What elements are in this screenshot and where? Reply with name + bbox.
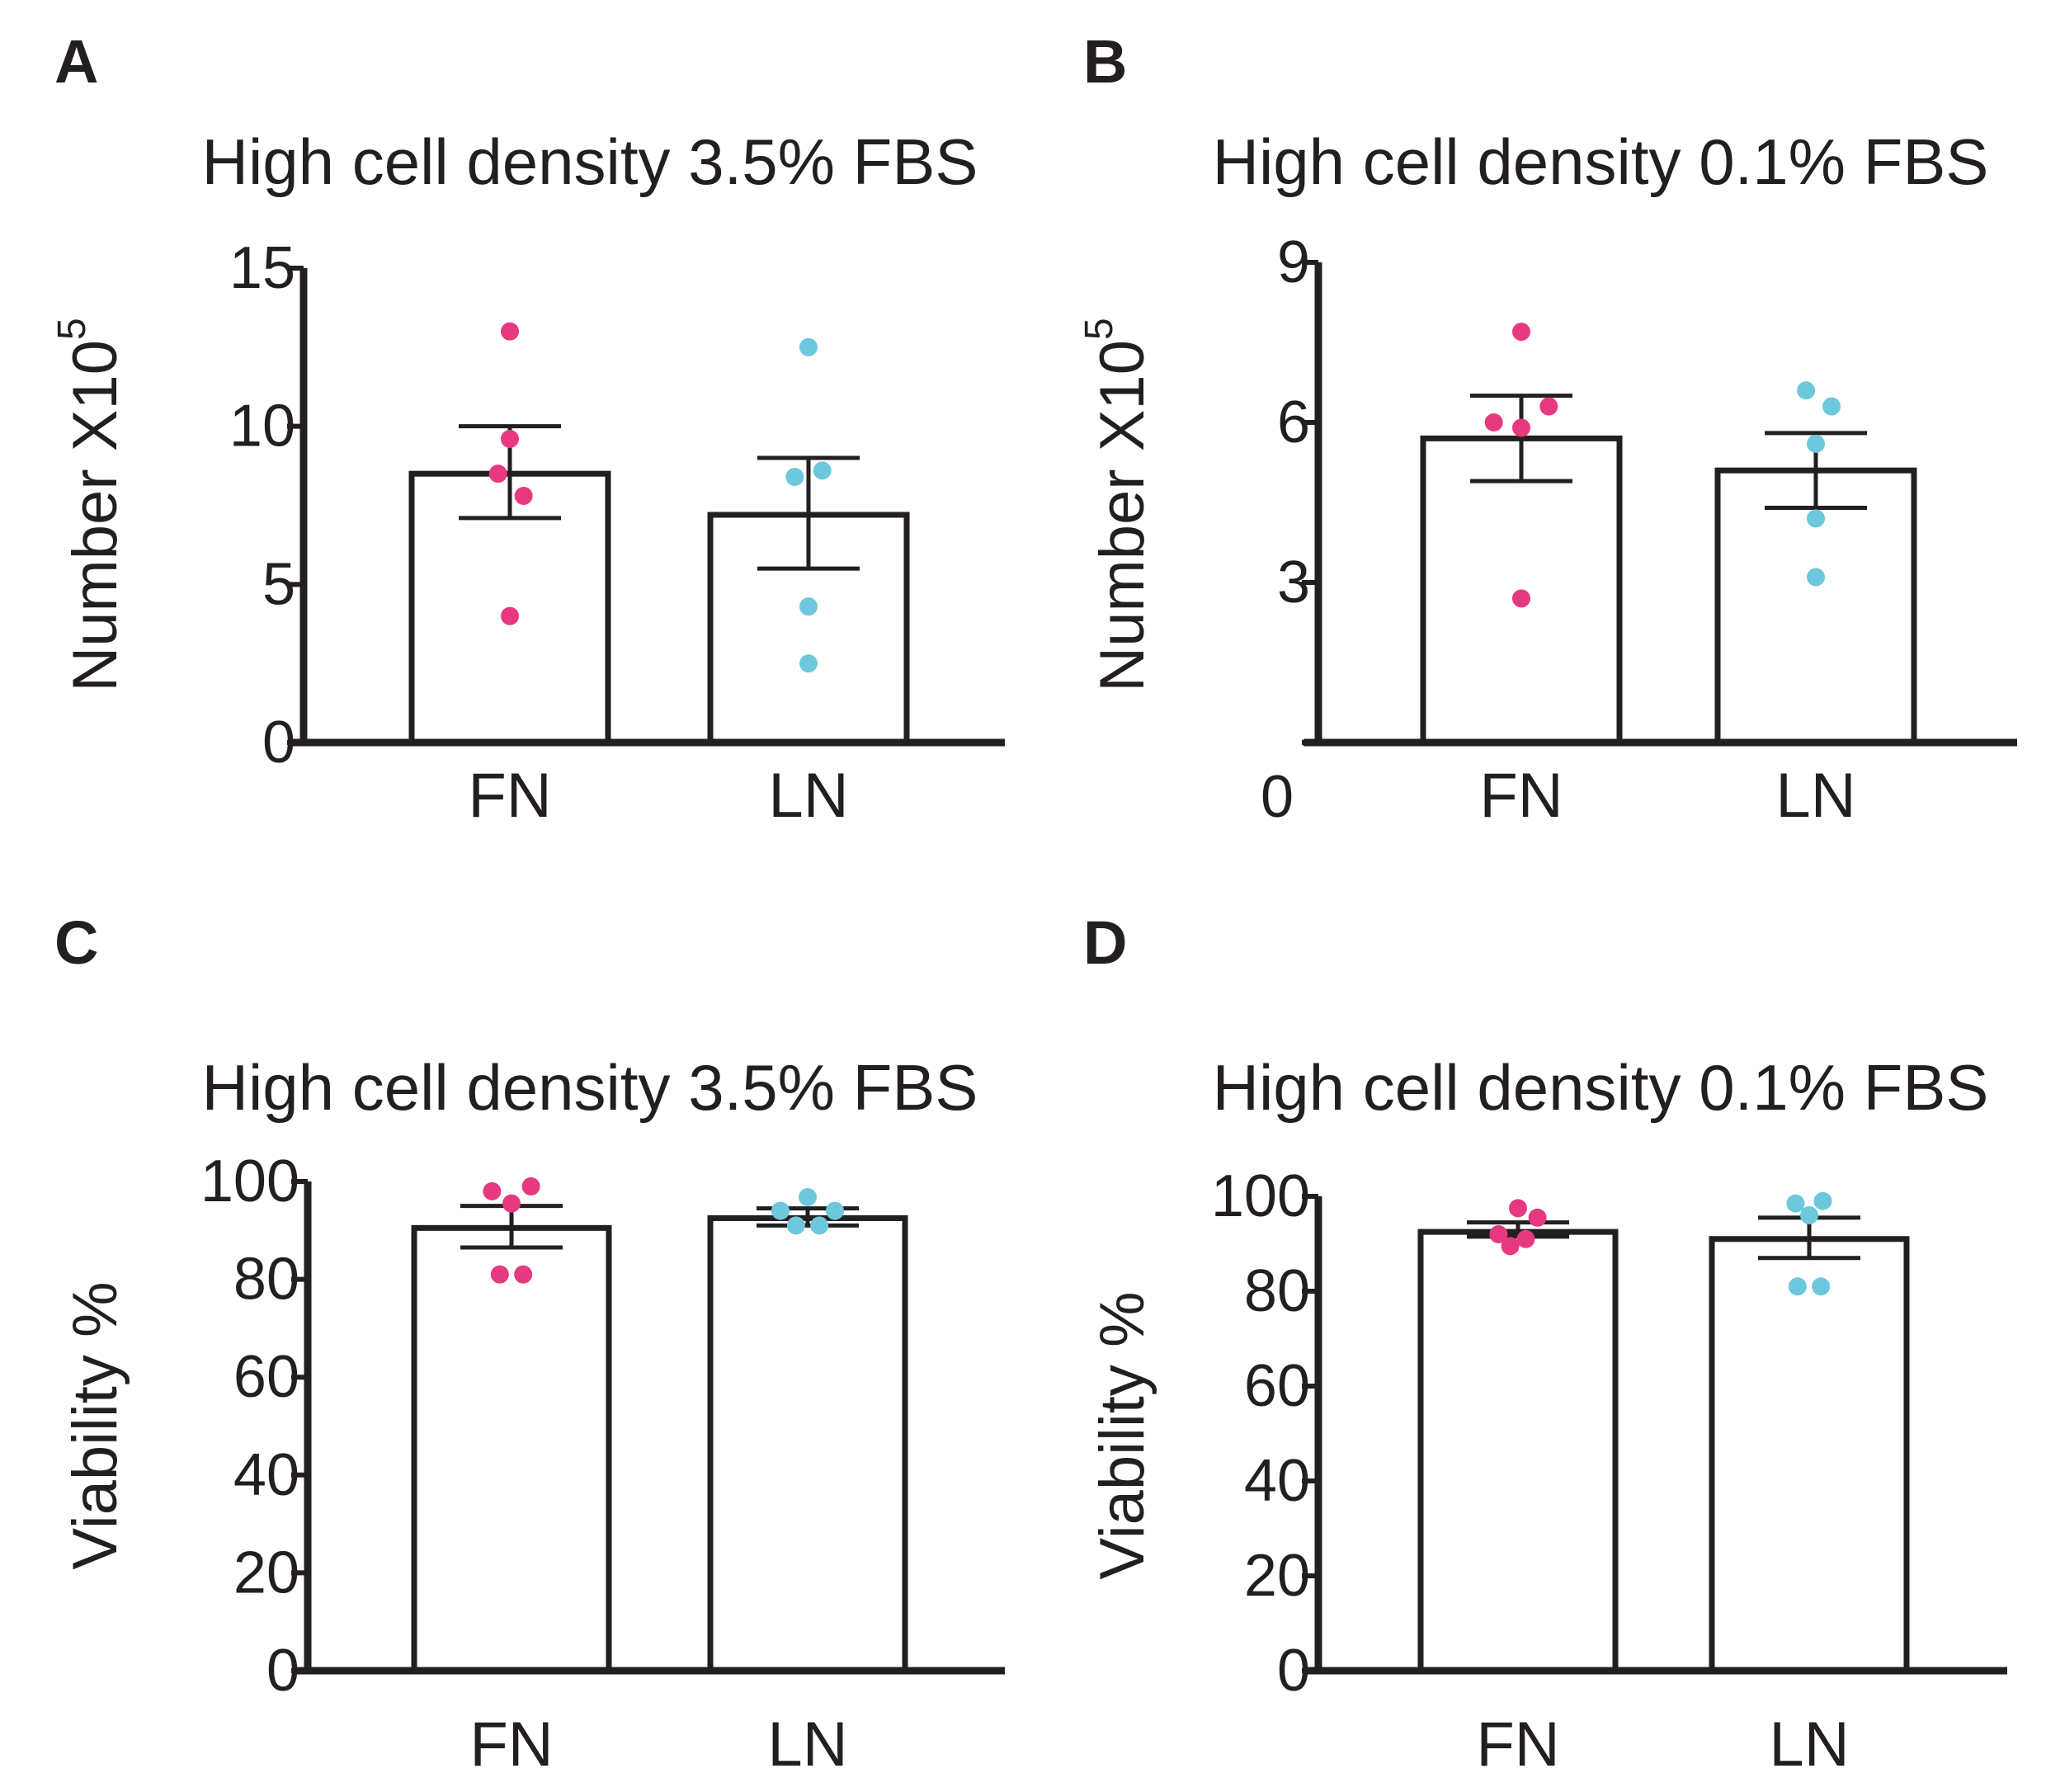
- data-point-fn: [521, 1177, 540, 1195]
- category-label-fn: FN: [468, 761, 551, 831]
- y-tick-label: 60: [233, 1344, 299, 1410]
- category-label-fn: FN: [1479, 761, 1563, 831]
- y-tick-label: 100: [200, 1148, 299, 1214]
- y-axis-label: Viability %: [60, 1281, 130, 1569]
- panel-letter: C: [54, 908, 98, 977]
- panel-letter: D: [1083, 908, 1127, 977]
- y-tick-label: 100: [1211, 1163, 1310, 1229]
- data-point-fn: [1512, 589, 1530, 608]
- data-point-fn: [1484, 413, 1503, 431]
- data-point-fn: [514, 487, 533, 505]
- panel-c: C High cell density 3.5% FBS Viability % 0 2…: [54, 908, 1005, 1780]
- y-tick-label: 0: [1261, 764, 1294, 830]
- panel-letter: B: [1083, 27, 1127, 96]
- data-point-fn: [1512, 323, 1530, 342]
- data-point-fn: [1539, 397, 1558, 416]
- data-point-ln: [1788, 1277, 1807, 1296]
- data-point-fn: [514, 1265, 533, 1284]
- y-tick-label: 15: [229, 235, 295, 301]
- chart-title: High cell density 3.5% FBS: [202, 125, 978, 198]
- chart-title: High cell density 0.1% FBS: [1213, 125, 1989, 198]
- data-point-fn: [1489, 1225, 1508, 1243]
- y-tick-label: 3: [1277, 549, 1310, 615]
- data-point-ln: [799, 597, 818, 616]
- data-point-fn: [483, 1181, 502, 1200]
- panel-letter: A: [54, 27, 98, 96]
- data-point-ln: [826, 1201, 845, 1220]
- data-point-ln: [1807, 434, 1825, 453]
- y-tick-label: 5: [262, 551, 295, 617]
- data-point-ln: [1813, 1191, 1832, 1210]
- bar-fn: [411, 1224, 612, 1674]
- y-tick-label: 80: [1244, 1258, 1310, 1324]
- y-tick-label: 80: [233, 1247, 299, 1313]
- data-point-fn: [502, 1194, 521, 1213]
- y-axis-label: Viability %: [1087, 1291, 1157, 1579]
- y-tick-label: 10: [229, 394, 295, 460]
- data-point-ln: [1812, 1277, 1831, 1296]
- data-point-ln: [1786, 1194, 1805, 1213]
- data-point-ln: [1807, 568, 1825, 587]
- panel-d: D High cell density 0.1% FBS Viability % 0 2…: [1083, 908, 2007, 1780]
- data-point-fn: [488, 465, 507, 483]
- category-label-ln: LN: [767, 1709, 847, 1780]
- y-tick-label: 0: [1277, 1638, 1310, 1704]
- data-point-ln: [1797, 381, 1816, 400]
- panel-b: B High cell density 0.1% FBS Number X105 0 3…: [1077, 27, 2017, 831]
- y-axis-label: Number X105: [1077, 318, 1157, 691]
- data-point-fn: [1509, 1199, 1527, 1218]
- data-point-ln: [1800, 1206, 1818, 1224]
- data-point-fn: [501, 606, 519, 625]
- y-tick-label: 9: [1277, 229, 1310, 295]
- y-tick-label: 40: [1244, 1448, 1310, 1514]
- data-point-ln: [799, 1187, 817, 1206]
- category-label-ln: LN: [1769, 1709, 1849, 1780]
- data-point-ln: [799, 654, 818, 673]
- data-point-ln: [785, 468, 804, 486]
- data-point-ln: [799, 337, 818, 356]
- panel-a: A High cell density 3.5% FBS Number X105 0 5…: [50, 27, 1005, 831]
- data-point-fn: [501, 430, 519, 448]
- y-tick-label: 0: [262, 710, 295, 776]
- data-point-ln: [786, 1216, 805, 1235]
- category-label-fn: FN: [1476, 1709, 1559, 1780]
- category-label-ln: LN: [1775, 761, 1855, 831]
- data-point-ln: [813, 461, 832, 480]
- chart-title: High cell density 3.5% FBS: [202, 1051, 978, 1124]
- y-tick-label: 20: [233, 1540, 299, 1606]
- y-tick-label: 20: [1244, 1543, 1310, 1609]
- y-tick-label: 6: [1277, 389, 1310, 455]
- bar-ln: [1709, 1236, 1910, 1674]
- y-axis-label: Number X105: [50, 318, 130, 691]
- category-label-fn: FN: [469, 1709, 553, 1780]
- data-point-fn: [1512, 418, 1530, 437]
- y-tick-label: 40: [233, 1442, 299, 1508]
- data-point-ln: [1822, 397, 1841, 416]
- data-point-fn: [501, 322, 519, 341]
- data-point-ln: [1807, 509, 1825, 528]
- bar-ln: [707, 1214, 908, 1674]
- data-point-ln: [771, 1201, 790, 1220]
- data-point-fn: [1528, 1208, 1547, 1227]
- category-label-ln: LN: [768, 761, 848, 831]
- data-point-ln: [810, 1216, 829, 1235]
- data-point-fn: [490, 1265, 509, 1284]
- y-tick-label: 0: [266, 1638, 299, 1704]
- data-point-fn: [1516, 1229, 1535, 1248]
- chart-title: High cell density 0.1% FBS: [1213, 1051, 1989, 1124]
- bar-fn: [1417, 1228, 1619, 1674]
- y-tick-label: 60: [1244, 1353, 1310, 1419]
- data-point-fn: [1501, 1237, 1520, 1256]
